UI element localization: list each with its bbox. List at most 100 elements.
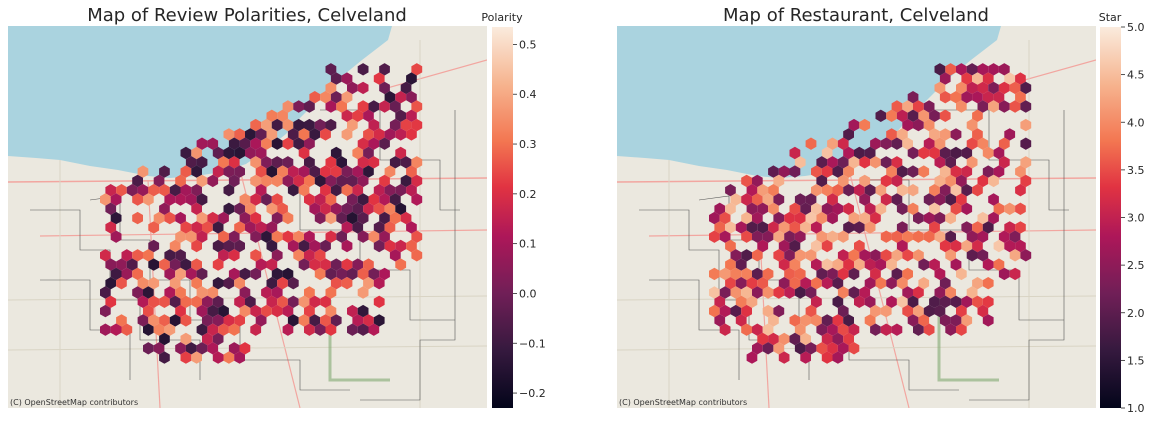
hexbin-cell (821, 314, 833, 327)
hexbin-cell (966, 63, 978, 76)
hexbin-cell (110, 323, 122, 336)
hexbin-cell (950, 202, 962, 215)
hexbin-cell (918, 314, 930, 327)
hexbin-cell (794, 230, 806, 243)
hexbin-cell (357, 137, 369, 150)
hexbin-cell (239, 211, 251, 225)
hexbin-cell (100, 193, 111, 206)
hexbin-cell (993, 146, 1005, 160)
colorbar-tick-label: 3.5 (1127, 164, 1145, 177)
hexbin-cell (746, 221, 758, 234)
hexbin-cell (143, 193, 154, 206)
hexbin-cell (956, 63, 967, 76)
hexbin-cell (762, 342, 774, 355)
hexbin-cell (357, 174, 369, 188)
hexbin-cell (816, 323, 828, 336)
hexbin-cell (330, 165, 342, 178)
hexbin-cell (966, 81, 978, 95)
hexbin-cell (196, 323, 208, 336)
hexbin-cell (741, 323, 752, 336)
hexbin-cell (789, 165, 801, 178)
hexbin-cell (762, 267, 774, 281)
hexbin-cell (988, 211, 999, 225)
hexbin-cell (411, 174, 423, 188)
hexbin-cell (239, 342, 251, 355)
hexbin-cell (309, 165, 321, 178)
hexbin-cell (1004, 239, 1016, 253)
hexbin-cell (169, 277, 181, 290)
hexbin-cell (929, 202, 940, 215)
hexbin-cell (153, 211, 165, 225)
hexbin-cell (347, 118, 358, 132)
hexbin-cell (902, 100, 913, 113)
hexbin-cell (282, 304, 294, 318)
hexbin-cell (223, 165, 235, 178)
hexbin-cell (105, 295, 117, 308)
hexbin-cell (837, 267, 849, 281)
hexbin-cell (320, 258, 331, 271)
hexbin-cell (159, 332, 170, 346)
hexbin-cell (287, 128, 299, 141)
hexbin-cell (379, 81, 390, 95)
hexbin-cell (977, 249, 989, 262)
hexbin-cell (384, 221, 396, 234)
hexbin-cell (266, 109, 278, 122)
hexbin-cell (100, 249, 111, 262)
colorbar-tick-label: 0.3 (519, 138, 537, 151)
hexbin-cell (191, 202, 202, 215)
hexbin-cell (320, 165, 331, 178)
hexbin-cell (880, 304, 892, 318)
hexbin-cell (245, 221, 256, 234)
left-colorbar: Polarity −0.2 −0.1 0.0 0.1 0.2 0.3 0.4 0.5 (481, 11, 546, 408)
hexbin-cell (137, 184, 149, 197)
hexbin-cell (250, 118, 262, 132)
hexbin-cell (945, 211, 956, 225)
hexbin-cell (757, 221, 769, 234)
hexbin-cell (821, 165, 833, 178)
hexbin-cell (180, 258, 192, 271)
hexbin-cell (196, 230, 208, 243)
hexbin-cell (116, 277, 127, 290)
left-basemap (8, 26, 487, 408)
hexbin-cell (406, 184, 417, 197)
hexbin-cell (406, 128, 417, 141)
hexbin-cell (870, 323, 881, 336)
hexbin-cell (234, 128, 245, 141)
hexbin-cell (762, 323, 774, 336)
hexbin-cell (843, 202, 854, 215)
hexbin-cell (169, 314, 181, 327)
hexbin-cell (373, 277, 385, 290)
hexbin-cell (406, 91, 417, 104)
hexbin-cell (752, 286, 763, 299)
hexbin-cell (261, 174, 272, 188)
hexbin-cell (1020, 118, 1032, 132)
hexbin-cell (309, 91, 321, 104)
hexbin-cell (357, 323, 369, 336)
hexbin-cell (341, 202, 353, 215)
hexbin-cell (347, 323, 358, 336)
hexbin-cell (400, 156, 412, 169)
hexbin-cell (389, 156, 401, 169)
hexbin-cell (1004, 221, 1016, 234)
hexbin-cell (379, 211, 390, 225)
hexbin-cell (923, 211, 935, 225)
hexbin-cell (854, 146, 865, 160)
hexbin-cell (212, 295, 224, 308)
hexbin-cell (977, 100, 989, 113)
hexbin-cell (821, 351, 833, 364)
hexbin-cell (939, 314, 951, 327)
hexbin-cell (870, 137, 881, 150)
hexbin-cell (363, 165, 374, 178)
hexbin-cell (768, 314, 779, 327)
hexbin-cell (261, 286, 272, 299)
hexbin-cell (368, 193, 380, 206)
hexbin-cell (137, 277, 149, 290)
hexbin-cell (298, 184, 310, 197)
hexbin-cell (773, 230, 785, 243)
hexbin-cell (395, 184, 407, 197)
hexbin-cell (159, 351, 170, 364)
hexbin-cell (832, 258, 844, 271)
hexbin-cell (218, 323, 229, 336)
hexbin-cell (406, 165, 417, 178)
hexbin-cell (175, 304, 186, 318)
